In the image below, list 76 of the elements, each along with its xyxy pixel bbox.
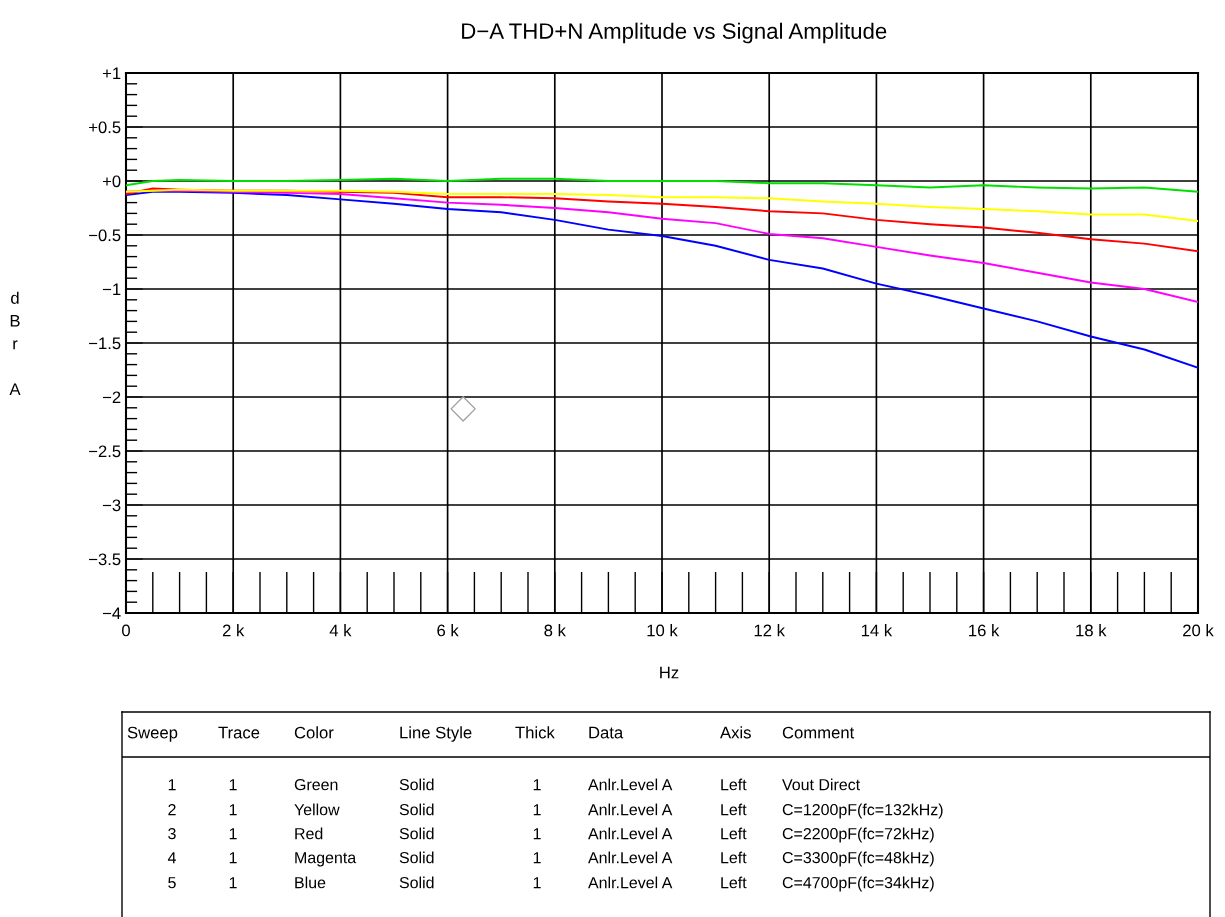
text: 1 [229,828,237,840]
line-series [126,177,1198,193]
text: dBr A [9,291,21,395]
x-tick-label: 12 k [754,624,785,637]
text: Solid [399,827,434,840]
text: Trace [218,726,260,739]
y-tick-label: +0.5 [89,121,121,134]
y-tick-label: −2.5 [89,445,121,458]
text: Thick [515,726,555,739]
text: C=2200pF(fc=72kHz) [782,827,934,843]
text: C=1200pF(fc=132kHz) [782,803,943,819]
x-tick-label: 16 k [969,624,1000,637]
text: Left [721,851,747,864]
y-tick-label: −0.5 [89,229,121,242]
text: 1 [229,779,237,791]
y-tick-label: +0 [102,175,121,188]
text: C=3300pF(fc=48kHz) [782,851,934,867]
x-tick-label: 0 [122,624,130,637]
text: 1 [168,779,176,791]
text: Solid [399,778,434,791]
x-tick-label: 2 k [222,624,245,637]
x-axis-title: Hz [660,666,679,679]
text: Left [721,778,747,791]
x-tick-label: 14 k [861,624,893,637]
text: Color [294,726,334,739]
y-tick-label: −3.5 [89,553,121,566]
chart-title: D−A THD+N Amplitude vs Signal Amplitude [462,22,887,44]
text: Data [589,726,624,739]
text: Axis [720,726,751,739]
line-series [126,188,1198,222]
y-tick-label: −3 [102,499,121,512]
text: Solid [399,876,434,889]
text: 1 [533,804,541,816]
text: Anlr.Level A [588,827,673,840]
text: Blue [295,876,326,889]
text: Left [721,803,747,816]
x-tick-label: 8 k [544,624,566,637]
x-tick-label: 20 k [1183,624,1214,637]
text: 5 [168,877,176,889]
y-tick-label: −2 [102,391,121,404]
text: Line Style [400,726,472,742]
text: Yellow [294,803,340,816]
text: 2 [168,803,176,816]
text: Left [721,876,747,889]
text: 4 [167,852,176,864]
text: Anlr.Level A [588,851,673,864]
line-series [126,190,1198,369]
text: Vout Direct [782,778,861,791]
text: Sweep [127,726,178,742]
text: 3 [168,827,176,840]
x-tick-label: 10 k [647,624,678,637]
text: Anlr.Level A [588,876,673,889]
text: 1 [533,779,541,791]
text: 1 [533,877,541,889]
text: 1 [229,804,237,816]
text: Solid [399,851,434,864]
text: Anlr.Level A [588,778,673,791]
text: Comment [782,726,855,739]
y-tick-label: +1 [102,67,121,80]
x-tick-label: 4 k [329,624,352,637]
text: Red [295,827,323,840]
text: Left [721,827,747,840]
y-tick-label: −1.5 [89,337,121,350]
text: Green [294,778,338,791]
x-tick-label: 18 k [1076,624,1107,637]
text: C=4700pF(fc=34kHz) [782,876,934,892]
text: Magenta [295,852,357,867]
y-tick-label: −1 [102,283,121,296]
y-tick-label: −4 [102,607,121,620]
text: 1 [533,852,541,864]
text: 1 [229,877,237,889]
x-tick-label: 6 k [437,624,459,637]
text: 1 [229,852,237,864]
text: 1 [533,828,541,840]
text: Anlr.Level A [588,803,673,816]
text: Solid [399,803,434,816]
